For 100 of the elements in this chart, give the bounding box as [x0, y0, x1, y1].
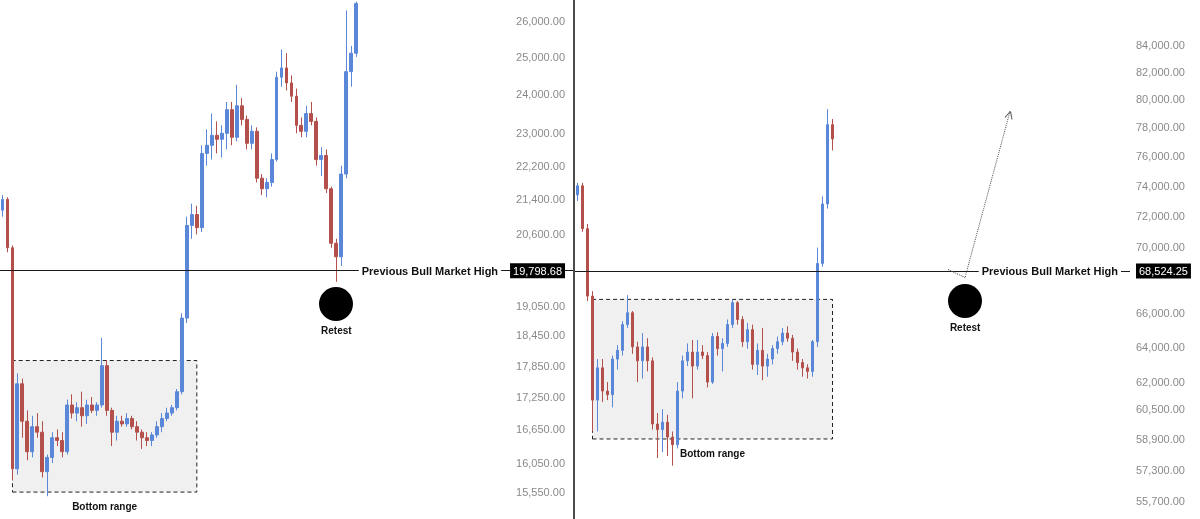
y-tick-label: 64,000.00 [1136, 340, 1185, 353]
candlestick [781, 327, 784, 346]
y-tick-label: 18,450.00 [516, 329, 565, 342]
candlestick [1, 194, 4, 218]
candlestick [280, 49, 283, 88]
candlestick [115, 415, 119, 442]
y-tick-label: 66,000.00 [1136, 306, 1185, 319]
y-tick-label: 58,900.00 [1136, 432, 1185, 445]
candlestick [581, 182, 584, 233]
candlestick [85, 399, 89, 425]
candlestick [711, 332, 714, 385]
band-label: Bottom range [680, 447, 746, 459]
candlestick [75, 401, 79, 422]
y-tick-label: 72,000.00 [1136, 210, 1185, 223]
candlestick [651, 356, 654, 431]
candlestick [576, 182, 579, 202]
candlestick [801, 358, 804, 378]
candlestick [235, 84, 239, 142]
candlestick [125, 412, 129, 428]
y-tick-label: 19,050.00 [516, 300, 565, 313]
y-tick-label: 62,000.00 [1136, 376, 1185, 389]
y-tick-label: 23,000.00 [516, 127, 565, 140]
candlestick [676, 381, 679, 449]
candlestick [686, 342, 689, 367]
candlestick [731, 298, 734, 329]
candlestick [601, 358, 604, 403]
band-label: Bottom range [72, 501, 138, 513]
candlestick [606, 381, 609, 401]
candlestick [636, 341, 639, 383]
candlestick [706, 351, 709, 388]
candlestick [786, 325, 789, 343]
candlestick [821, 195, 824, 268]
candlestick [701, 344, 704, 360]
annotation: Retest [949, 322, 981, 335]
y-tick-label: 57,300.00 [1136, 463, 1185, 476]
y-tick-label: 26,000.00 [516, 14, 565, 27]
y-tick-label: 17,850.00 [516, 359, 565, 372]
candlestick [771, 344, 774, 365]
candlestick [250, 124, 254, 150]
candlestick [285, 52, 288, 91]
y-tick-label: 20,600.00 [516, 228, 565, 241]
candlestick [6, 196, 9, 253]
candlestick [661, 408, 664, 453]
y-tick-label: 19,798.68 [513, 264, 562, 277]
candlestick [70, 393, 74, 419]
candlestick [230, 101, 234, 146]
candlestick [806, 363, 809, 380]
candlestick [811, 339, 814, 378]
candlestick [215, 120, 219, 154]
y-tick-label: 78,000.00 [1136, 121, 1185, 134]
candlestick [716, 331, 719, 357]
candlestick [746, 322, 749, 350]
candlestick [831, 118, 834, 151]
candlestick [726, 318, 729, 348]
candlestick [290, 74, 293, 103]
y-tick-label: 22,200.00 [516, 159, 565, 172]
candlestick [304, 105, 308, 138]
candlestick [656, 412, 659, 459]
y-tick-label: 74,000.00 [1136, 179, 1185, 192]
candlestick [776, 336, 779, 355]
y-tick-label: 55,700.00 [1136, 494, 1185, 507]
ref-line-label: Previous Bull Market High [361, 264, 499, 277]
candlestick [756, 342, 759, 376]
candlestick [616, 344, 619, 371]
candlestick [641, 332, 644, 380]
candlestick [741, 315, 744, 348]
candlestick [666, 414, 669, 457]
y-tick-label: 76,000.00 [1136, 150, 1185, 163]
y-tick-label: 80,000.00 [1136, 93, 1185, 106]
candlestick [816, 246, 819, 348]
candlestick [15, 372, 19, 476]
candlestick [195, 205, 199, 235]
candlestick [621, 320, 624, 357]
y-tick-label: 21,400.00 [516, 193, 565, 206]
candlestick [791, 334, 794, 362]
y-tick-label: 16,650.00 [516, 423, 565, 436]
candlestick [646, 337, 649, 372]
candlestick [696, 339, 699, 371]
y-tick-label: 60,500.00 [1136, 403, 1185, 416]
candlestick [90, 396, 94, 414]
candlestick [796, 348, 799, 371]
candlestick [826, 108, 829, 210]
y-tick-label: 68,524.25 [1139, 265, 1188, 278]
candlestick [721, 337, 724, 372]
candlestick [80, 391, 84, 428]
candlestick [631, 310, 634, 355]
y-tick-label: 17,250.00 [516, 390, 565, 403]
candlestick [751, 324, 754, 371]
candlestick [11, 245, 14, 481]
annotation: Retest [321, 324, 352, 337]
candlestick [586, 223, 589, 302]
candlestick [596, 358, 599, 432]
y-tick-label: 82,000.00 [1136, 66, 1185, 78]
y-tick-label: 24,000.00 [516, 88, 565, 101]
candlestick [30, 415, 34, 458]
candlestick [591, 290, 594, 432]
candlestick [671, 430, 674, 467]
candlestick [65, 399, 69, 456]
candlestick [681, 355, 684, 399]
candlestick [736, 300, 739, 326]
